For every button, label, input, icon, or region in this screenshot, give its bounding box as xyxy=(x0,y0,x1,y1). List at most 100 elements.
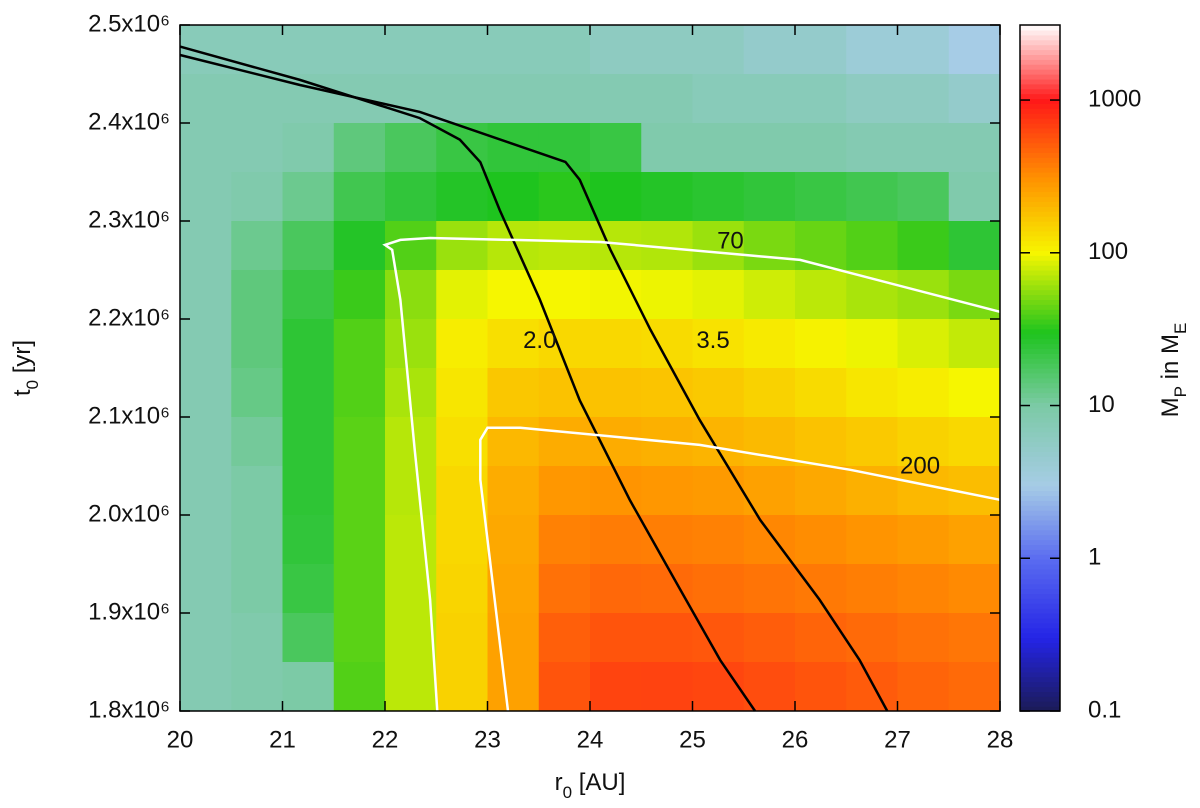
heatmap-cell xyxy=(641,25,693,75)
heatmap-cell xyxy=(795,25,847,75)
colorbar-segment xyxy=(1020,485,1060,492)
heatmap-cell xyxy=(487,319,540,369)
heatmap-cell xyxy=(282,172,335,222)
heatmap-cell xyxy=(795,172,847,222)
heatmap-cell xyxy=(180,74,232,124)
colorbar-segment xyxy=(1020,456,1060,462)
colorbar-segment xyxy=(1020,603,1060,609)
y-tick-label: 2.0x10⁶ xyxy=(88,500,170,527)
colorbar-segment xyxy=(1020,470,1060,477)
colorbar-segment xyxy=(1020,559,1060,565)
heatmap-cell xyxy=(333,564,386,614)
heatmap-cell xyxy=(538,662,591,712)
x-tick-label: 21 xyxy=(269,726,296,753)
heatmap-cell xyxy=(692,319,745,369)
heatmap-cell xyxy=(436,270,488,320)
heatmap-cell xyxy=(641,172,693,222)
colorbar-segment xyxy=(1020,475,1060,482)
heatmap-cell xyxy=(948,172,1001,222)
colorbar-tick-label: 100 xyxy=(1088,238,1128,265)
colorbar-segment xyxy=(1020,167,1060,173)
heatmap-cell xyxy=(180,417,232,467)
heatmap-cell xyxy=(641,270,693,320)
x-axis-title: r0 [AU] xyxy=(555,769,626,802)
heatmap-cell xyxy=(180,466,232,516)
heatmap-cell xyxy=(692,417,745,467)
colorbar-segment xyxy=(1020,652,1060,658)
colorbar-segment xyxy=(1020,671,1060,678)
colorbar-segment xyxy=(1020,647,1060,653)
heatmap-cell xyxy=(333,172,386,222)
colorbar-segment xyxy=(1020,49,1060,55)
heatmap-cell xyxy=(846,123,898,173)
heatmap-cell xyxy=(743,123,796,173)
heatmap-cell xyxy=(641,466,693,516)
colorbar-segment xyxy=(1020,627,1060,634)
heatmap-cell xyxy=(282,368,335,418)
colorbar-segment xyxy=(1020,93,1060,100)
colorbar-segment xyxy=(1020,304,1060,310)
colorbar-segment xyxy=(1020,240,1060,247)
contour-line xyxy=(479,426,1001,712)
heatmap-cell xyxy=(282,515,335,565)
x-tick-label: 23 xyxy=(474,726,501,753)
heatmap-cell xyxy=(897,74,950,124)
heatmap-cell xyxy=(385,515,437,565)
heatmap-cell xyxy=(180,172,232,222)
heatmap-cell xyxy=(897,515,950,565)
colorbar-segment xyxy=(1020,54,1060,60)
y-tick-label: 2.2x10⁶ xyxy=(88,304,170,331)
heatmap-cell xyxy=(948,564,1001,614)
colorbar-segment xyxy=(1020,583,1060,590)
colorbar-segment xyxy=(1020,201,1060,207)
heatmap-cell xyxy=(333,466,386,516)
y-axis-title: t0 [yr] xyxy=(9,340,42,396)
heatmap-cell xyxy=(282,613,335,663)
heatmap-cell xyxy=(385,25,437,75)
y-axis-title-part: t xyxy=(9,389,36,396)
colorbar-segment xyxy=(1020,544,1060,550)
x-tick-label: 22 xyxy=(372,726,399,753)
heatmap-cell xyxy=(385,172,437,222)
heatmap-cell xyxy=(436,221,488,271)
colorbar-tick-label: 1000 xyxy=(1088,85,1141,112)
colorbar-segment xyxy=(1020,686,1060,692)
heatmap-cell xyxy=(180,613,232,663)
heatmap-cell xyxy=(231,270,283,320)
x-axis-title-part: 0 xyxy=(563,783,572,802)
colorbar-segment xyxy=(1020,235,1060,242)
heatmap-cell xyxy=(641,564,693,614)
colorbar-segment xyxy=(1020,564,1060,570)
heatmap-cell xyxy=(743,25,796,75)
colorbar-segment xyxy=(1020,338,1060,345)
colorbar-segment xyxy=(1020,25,1060,31)
contour-label: 2.0 xyxy=(523,327,556,354)
heatmap-cell xyxy=(948,319,1001,369)
heatmap-cell xyxy=(795,564,847,614)
colorbar-segment xyxy=(1020,191,1060,198)
heatmap-cell xyxy=(590,613,642,663)
heatmap-cell xyxy=(487,515,540,565)
heatmap-cell xyxy=(590,564,642,614)
heatmap-cell xyxy=(333,221,386,271)
y-tick-label: 1.9x10⁶ xyxy=(88,598,170,625)
colorbar-segment xyxy=(1020,397,1060,403)
heatmap-cell xyxy=(743,319,796,369)
heatmap-cell xyxy=(538,613,591,663)
heatmap-cell xyxy=(743,172,796,222)
colorbar-segment xyxy=(1020,333,1060,340)
heatmap-cell xyxy=(795,221,847,271)
heatmap-cell xyxy=(538,417,591,467)
colorbar-tick-label: 10 xyxy=(1088,391,1115,418)
heatmap-cell xyxy=(385,319,437,369)
colorbar-title-part: in M xyxy=(1157,334,1184,386)
colorbar-segment xyxy=(1020,642,1060,648)
colorbar-segment xyxy=(1020,608,1060,614)
colorbar-segment xyxy=(1020,534,1060,541)
heatmap-cell xyxy=(897,613,950,663)
colorbar-segment xyxy=(1020,617,1060,624)
heatmap-cell xyxy=(231,25,283,75)
colorbar-segment xyxy=(1020,83,1060,90)
heatmap-cell xyxy=(487,270,540,320)
colorbar-segment xyxy=(1020,431,1060,438)
